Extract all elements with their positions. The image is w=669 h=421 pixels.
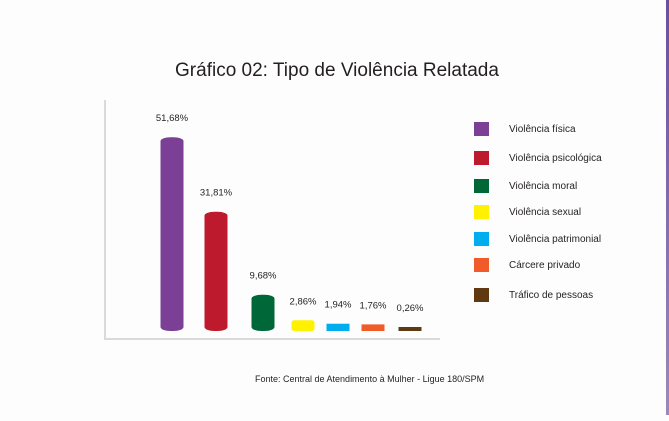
source-note: Fonte: Central de Atendimento à Mulher -… [255, 374, 485, 384]
bar-5 [361, 324, 385, 331]
legend-label: Cárcere privado [509, 259, 581, 271]
legend-label: Violência moral [509, 180, 578, 192]
page-edge-line [666, 0, 669, 415]
data-label: 1,76% [360, 300, 387, 311]
legend-swatch [474, 258, 489, 272]
legend-swatch [474, 151, 489, 165]
legend-swatch [474, 179, 489, 193]
data-label: 31,81% [200, 188, 233, 199]
data-label: 0,26% [397, 303, 424, 314]
data-label: 9,68% [250, 271, 277, 282]
bar-2 [251, 294, 275, 331]
bar-0 [160, 137, 184, 331]
legend-item: Cárcere privado [474, 258, 580, 272]
data-label: 1,94% [325, 300, 352, 311]
legend-label: Violência sexual [509, 206, 582, 218]
bar-3 [291, 320, 315, 331]
legend-item: Violência sexual [474, 205, 581, 219]
legend-label: Violência patrimonial [509, 233, 602, 245]
chart-title: Gráfico 02: Tipo de Violência Relatada [175, 60, 499, 81]
bar-4 [326, 323, 350, 331]
legend-item: Violência moral [474, 179, 577, 193]
data-label: 2,86% [290, 296, 317, 307]
legend-item: Tráfico de pessoas [474, 288, 593, 302]
legend-item: Violência psicológica [474, 151, 602, 165]
legend-label: Tráfico de pessoas [509, 289, 594, 301]
legend-swatch [474, 232, 489, 246]
legend-item: Violência patrimonial [474, 232, 601, 246]
bar-1 [204, 211, 228, 331]
legend-swatch [474, 288, 489, 302]
data-label: 51,68% [156, 113, 189, 124]
legend-label: Violência física [509, 123, 576, 135]
legend-swatch [474, 122, 489, 136]
bar-6 [398, 327, 422, 331]
legend-item: Violência física [474, 122, 576, 136]
legend-swatch [474, 205, 489, 219]
legend-label: Violência psicológica [509, 152, 602, 164]
